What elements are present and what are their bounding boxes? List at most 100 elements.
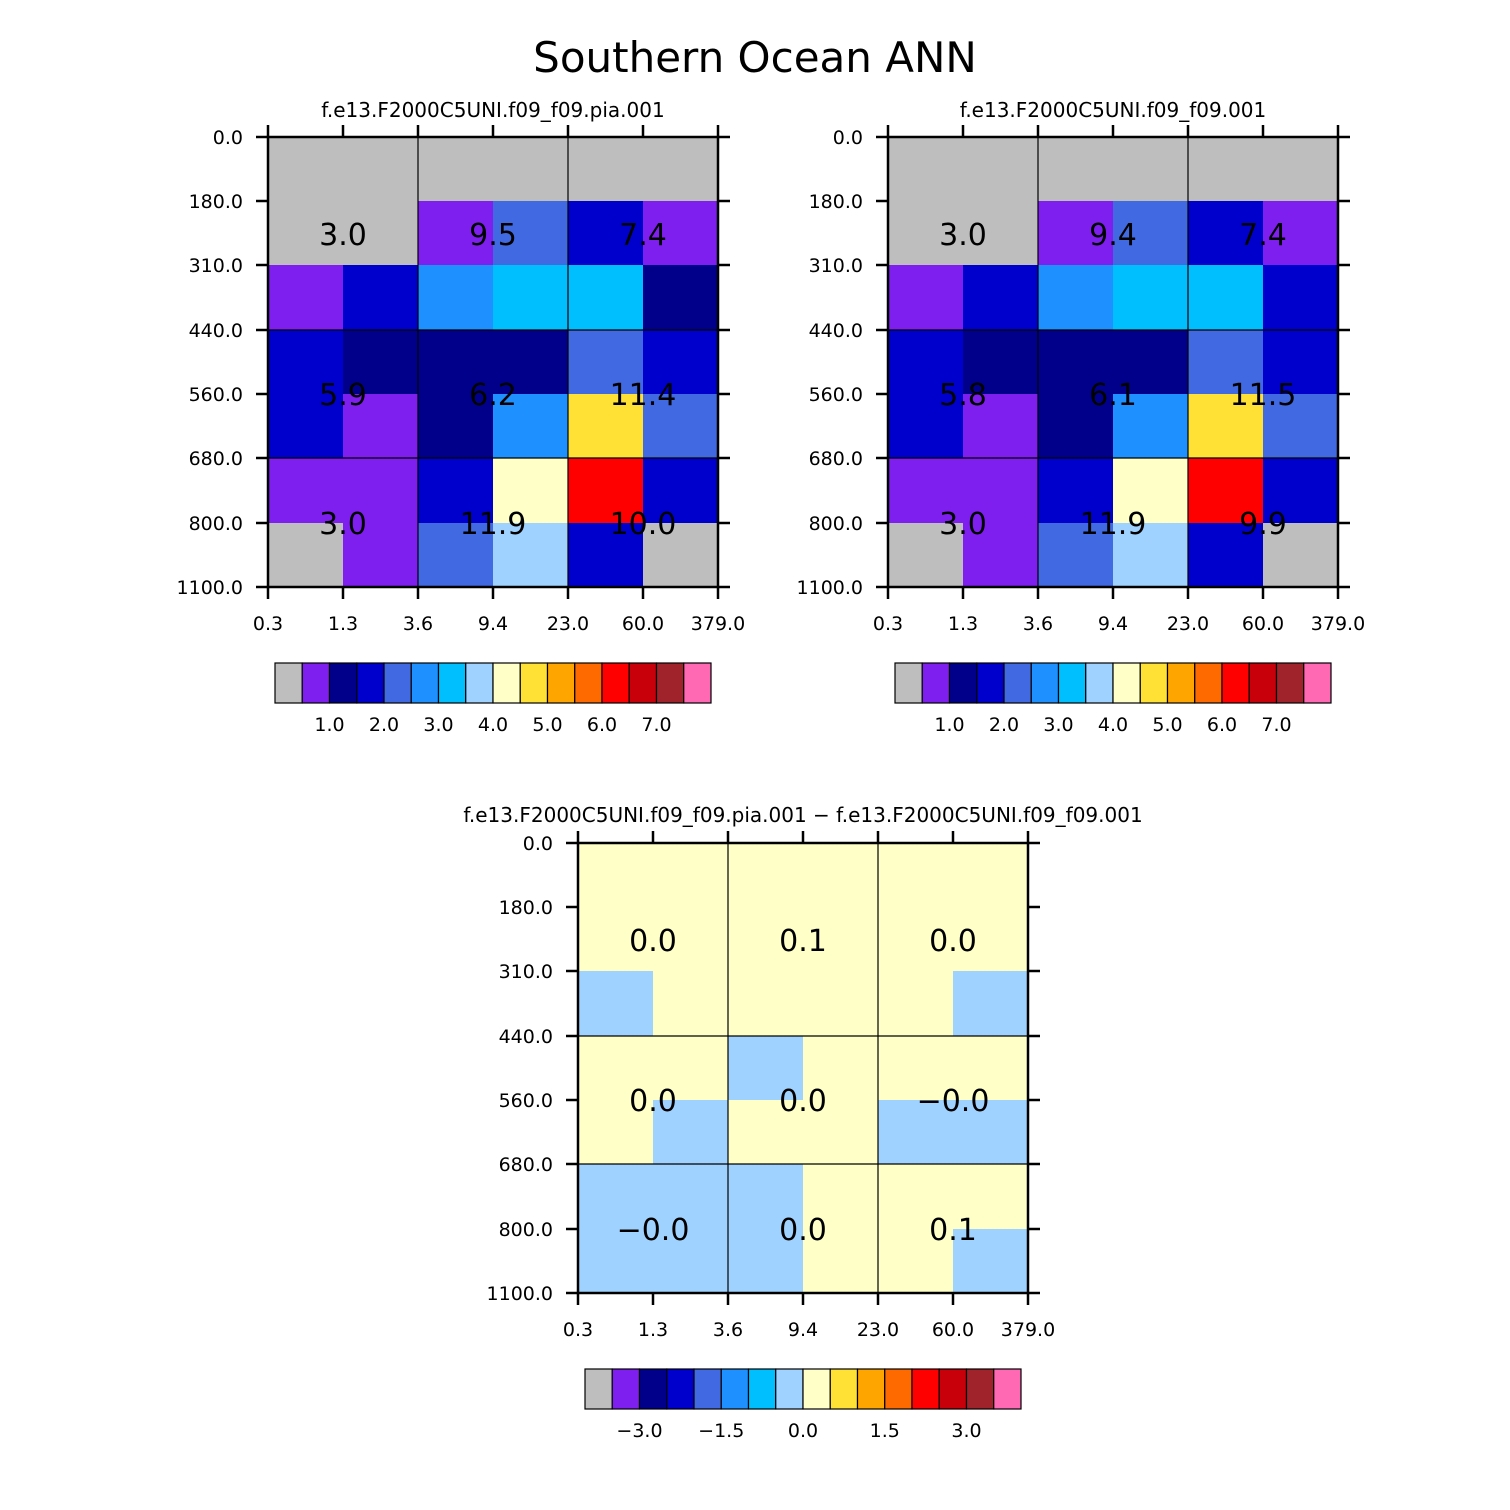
panel-title: f.e13.F2000C5UNI.f09_f09.001 [960,98,1267,122]
colorbar-swatch [655,662,685,704]
x-tick-label: 9.4 [478,613,508,635]
heatmap-cell [953,1100,1028,1164]
heatmap-cell [953,1229,1028,1293]
heatmap-cell [653,1164,728,1229]
heatmap-cell [953,1036,1028,1100]
heatmap-cell [878,1229,953,1293]
heatmap-cell [1038,201,1113,265]
x-tick-label: 1.3 [638,1319,668,1341]
x-tick-label: 23.0 [547,613,589,635]
x-tick-label: 9.4 [1098,613,1128,635]
block-value-label: 9.5 [469,218,517,253]
block-value-label: −0.0 [917,1084,990,1119]
heatmap-cell [1113,137,1188,201]
heatmap-cell [878,1036,953,1100]
y-tick-label: 800.0 [809,513,863,535]
x-tick-label: 3.6 [403,613,433,635]
heatmap-cell [963,201,1038,265]
block-value-label: 3.0 [939,507,987,542]
x-tick-label: 60.0 [1242,613,1284,635]
colorbar-swatch [948,662,978,704]
colorbar-swatch [1248,662,1278,704]
colorbar-swatch [1221,662,1250,704]
colorbar-swatch [628,662,658,704]
heatmap-cell [578,971,653,1036]
heatmap-cell [1038,330,1113,394]
heatmap-cell [728,907,803,971]
x-tick-label: 0.3 [563,1319,593,1341]
heatmap-cell [568,523,643,587]
x-tick-label: 60.0 [622,613,664,635]
heatmap-cell [728,1036,803,1100]
heatmap-cell [653,971,728,1036]
heatmap-cell [578,1100,653,1164]
heatmap-cell [653,907,728,971]
y-tick-label: 1100.0 [177,577,243,599]
colorbar-swatch [1057,662,1087,704]
block-value-label: 9.4 [1089,218,1137,253]
heatmap-cell [803,971,878,1036]
heatmap-cell [1038,523,1113,587]
colorbar-swatch [802,1368,831,1410]
heatmap-cell [878,907,953,971]
colorbar-swatch [921,662,951,704]
heatmap-cell [1263,394,1338,458]
colorbar-swatch [1139,662,1169,704]
x-tick-label: 23.0 [857,1319,899,1341]
colorbar-label: 4.0 [1098,714,1128,736]
heatmap-cell [803,1164,878,1229]
heatmap-cell [343,201,418,265]
colorbar-label: 4.0 [478,714,508,736]
heatmap-cell [803,907,878,971]
colorbar-swatch [1112,662,1141,704]
heatmap-cell [493,394,568,458]
heatmap-cell [268,201,343,265]
block-value-label: 0.0 [629,924,677,959]
heatmap-cell [343,265,418,330]
colorbar-swatch [894,662,923,704]
x-tick-label: 0.3 [873,613,903,635]
colorbar-swatch [383,662,412,704]
y-tick-label: 310.0 [189,255,243,277]
block-value-label: 3.0 [319,218,367,253]
block-value-label: 0.0 [779,1213,827,1248]
heatmap-cell [643,458,718,523]
colorbar-label: 6.0 [1207,714,1237,736]
colorbar-label: −1.5 [698,1420,744,1442]
x-tick-label: 3.6 [1023,613,1053,635]
heatmap-cell [1188,265,1263,330]
colorbar-swatch [993,1368,1022,1410]
heatmap-cell [343,394,418,458]
x-tick-label: 60.0 [932,1319,974,1341]
colorbar-label: 1.0 [934,714,964,736]
heatmap-cell [418,330,493,394]
colorbar-label: 0.0 [788,1420,818,1442]
heatmap-cell [418,137,493,201]
colorbar-label: 3.0 [423,714,453,736]
heatmap-cell [888,201,963,265]
block-value-label: 9.9 [1239,507,1287,542]
heatmap-cell [963,330,1038,394]
heatmap-cell [1038,458,1113,523]
heatmap-cell [643,523,718,587]
y-tick-label: 800.0 [499,1219,553,1241]
figure-title: Southern Ocean ANN [533,33,977,82]
heatmap-panel-2: f.e13.F2000C5UNI.f09_f09.001 0.0 180.0 310.… [797,98,1366,736]
x-tick-label: 379.0 [691,613,745,635]
heatmap-cell [1188,137,1263,201]
heatmap-cell [1038,265,1113,330]
heatmap-cell [578,1229,653,1293]
heatmap-cell [493,137,568,201]
colorbar-label: 2.0 [369,714,399,736]
heatmap-cell [653,843,728,907]
heatmap-cell [953,843,1028,907]
block-value-label: 6.1 [1089,378,1137,413]
block-value-label: 0.0 [779,1084,827,1119]
colorbar-swatch [1030,662,1060,704]
heatmap-cell [1113,458,1188,523]
block-value-label: 0.1 [779,924,827,959]
colorbar-label: 5.0 [532,714,562,736]
heatmap-cell [568,265,643,330]
heatmap-cell [268,330,343,394]
heatmap-cell [1038,394,1113,458]
